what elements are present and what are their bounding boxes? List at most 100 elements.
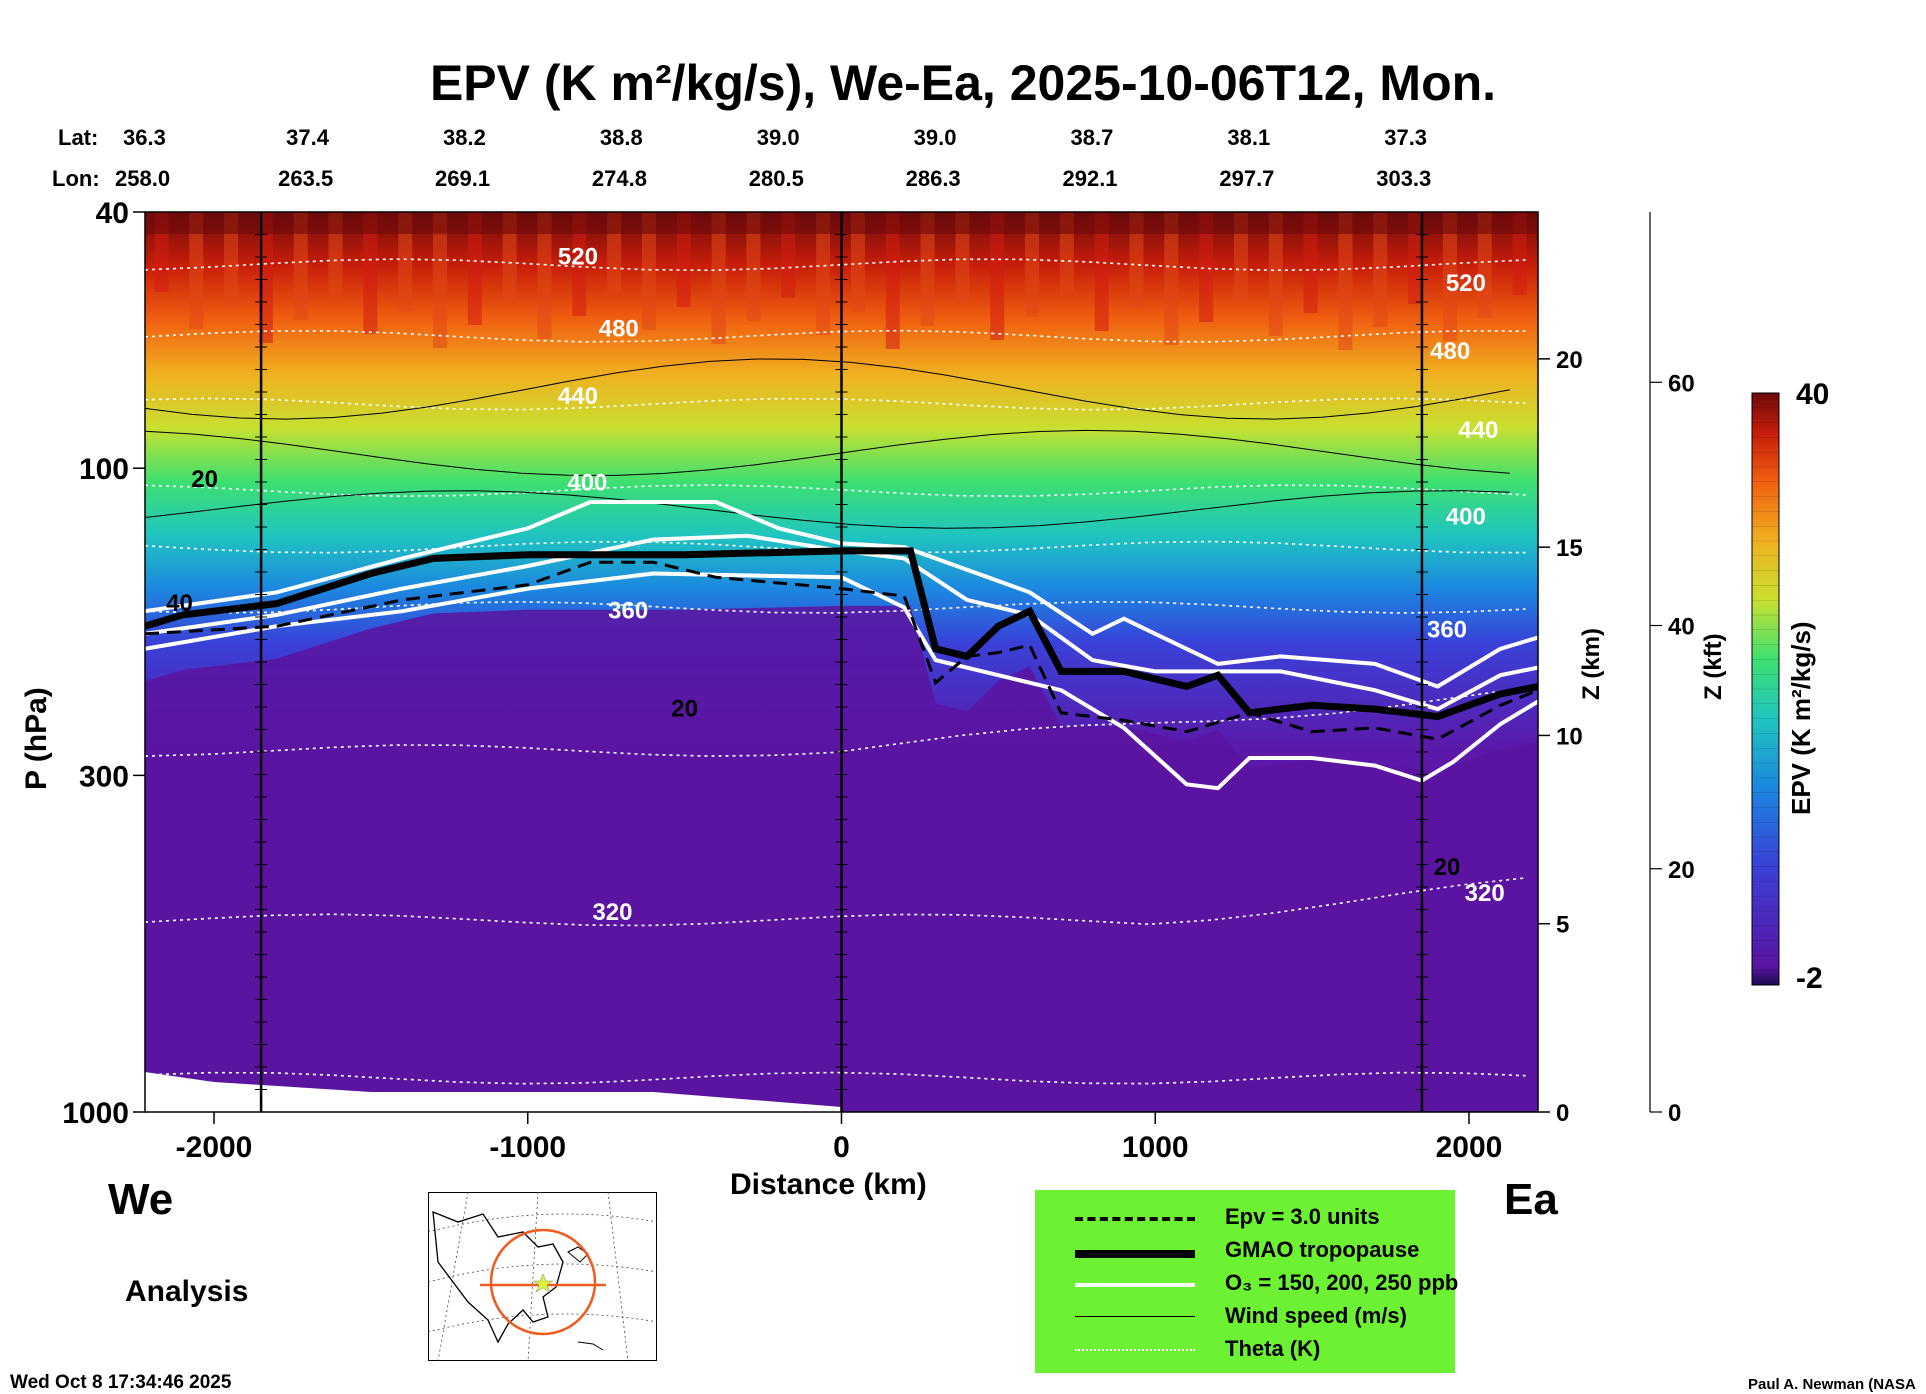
o3-150-line <box>145 571 1538 791</box>
legend-item: GMAO tropopause <box>1035 1235 1455 1265</box>
epv-streak <box>293 212 308 320</box>
z-kft-tick-label: 40 <box>1668 614 1695 641</box>
east-label: Ea <box>1504 1175 1558 1224</box>
colorbar-title-text: EPV (K m²/kg/s) <box>1786 621 1816 815</box>
wind-contour <box>145 358 1510 420</box>
lat-label: Lat: <box>58 125 99 150</box>
y-axis-title-text: P (hPa) <box>20 687 53 790</box>
epv-streak <box>920 212 935 326</box>
lon-value: 286.3 <box>905 166 961 191</box>
colorbar <box>1751 392 1780 986</box>
epv-streak <box>189 212 204 329</box>
z-km-tick-label: 0 <box>1556 1100 1569 1127</box>
wind-contour <box>145 429 1510 476</box>
legend-label: Epv = 3.0 units <box>1225 1204 1380 1229</box>
o3-250-line <box>145 500 1538 689</box>
legend-item: Epv = 3.0 units <box>1035 1202 1455 1232</box>
theta-label: 480 <box>599 315 639 342</box>
legend-symbol-dotted <box>1075 1349 1195 1351</box>
theta-label: 360 <box>608 598 648 625</box>
y-tick-label: 40 <box>96 197 129 230</box>
x-tick-label: 1000 <box>1122 1131 1189 1164</box>
epv-streak <box>1268 212 1283 336</box>
coastline-icon <box>432 1210 564 1344</box>
theta-label: 480 <box>1430 338 1470 365</box>
lat-value: 38.8 <box>599 125 643 150</box>
z-km-title: Z (km) <box>1578 628 1606 700</box>
epv-streak <box>1442 212 1457 341</box>
z-kft-title: Z (kft) <box>1700 633 1728 700</box>
tropopause-line <box>145 547 1538 721</box>
lat-value: 38.1 <box>1227 125 1271 150</box>
wind-label: 20 <box>191 466 218 493</box>
epv-streak <box>467 212 482 325</box>
x-tick-label: 2000 <box>1436 1131 1503 1164</box>
z-km-title-text: Z (km) <box>1578 628 1605 700</box>
epv-streak <box>1303 212 1318 313</box>
terrain <box>145 1072 842 1112</box>
legend-item: Theta (K) <box>1035 1334 1455 1364</box>
theta-label: 360 <box>1427 617 1467 644</box>
epv-streak <box>816 212 831 335</box>
y-tick-label: 300 <box>79 760 129 793</box>
lat-value: 38.2 <box>443 125 486 150</box>
epv-streak <box>885 212 900 349</box>
lon-value: 269.1 <box>435 166 491 191</box>
theta-label: 520 <box>1446 270 1486 297</box>
theta-label: 400 <box>1446 504 1486 531</box>
epv-streak <box>990 212 1005 340</box>
wind-contour <box>145 490 1510 529</box>
epv-streak <box>746 212 761 321</box>
lat-value: 38.7 <box>1070 125 1114 150</box>
lon-value: 258.0 <box>115 166 171 191</box>
legend-symbol-thick <box>1075 1250 1195 1258</box>
lat-value: 37.3 <box>1384 125 1428 150</box>
epv-streak <box>850 212 865 312</box>
wind-label: 20 <box>671 696 698 723</box>
colorbar-title: EPV (K m²/kg/s) <box>1786 621 1817 815</box>
legend-symbol-dashed <box>1075 1217 1195 1221</box>
o3-200-line <box>145 533 1538 712</box>
theta-label: 520 <box>558 244 598 271</box>
lon-value: 274.8 <box>591 166 647 191</box>
theta-label: 440 <box>1458 417 1498 444</box>
legend-symbol-white <box>1075 1283 1195 1287</box>
legend: Epv = 3.0 units GMAO tropopause O₃ = 150, … <box>1035 1190 1459 1373</box>
theta-label: 440 <box>558 383 598 410</box>
lat-value: 39.0 <box>756 125 800 150</box>
y-tick-label: 100 <box>79 453 129 486</box>
z-km-tick-label: 5 <box>1556 912 1569 939</box>
lat-value: 37.4 <box>286 125 329 150</box>
epv-streak <box>1477 212 1492 318</box>
epv-streak <box>1094 212 1109 331</box>
lon-label: Lon: <box>52 166 100 191</box>
epv-streak <box>711 212 726 344</box>
epv-streak <box>676 212 691 307</box>
x-tick-label: -2000 <box>176 1131 253 1164</box>
z-km-tick-label: 10 <box>1556 723 1583 750</box>
x-axis-title: Distance (km) <box>730 1168 927 1201</box>
analysis-label: Analysis <box>125 1275 249 1308</box>
epv-streak <box>1338 212 1353 350</box>
lon-value: 280.5 <box>748 166 804 191</box>
legend-symbol-thin <box>1075 1316 1195 1317</box>
epv-streak <box>1373 212 1388 327</box>
wind-label: 20 <box>1434 854 1461 881</box>
x-tick-label: -1000 <box>489 1131 566 1164</box>
legend-label: Wind speed (m/s) <box>1225 1303 1407 1328</box>
legend-label: O₃ = 150, 200, 250 ppb <box>1225 1270 1459 1295</box>
timestamp: Wed Oct 8 17:34:46 2025 <box>10 1372 232 1393</box>
epv-streak <box>363 212 378 334</box>
wind-label: 40 <box>166 590 193 617</box>
epv-streak <box>433 212 448 348</box>
epv3-line <box>145 560 1538 741</box>
z-km-tick-label: 15 <box>1556 535 1583 562</box>
legend-label: Theta (K) <box>1225 1336 1321 1361</box>
epv-streak <box>955 212 970 303</box>
legend-label: GMAO tropopause <box>1225 1237 1420 1262</box>
center-star-icon <box>532 1273 554 1293</box>
epv-streak <box>398 212 413 311</box>
epv-streak <box>258 212 273 343</box>
theta-label: 400 <box>567 470 607 497</box>
